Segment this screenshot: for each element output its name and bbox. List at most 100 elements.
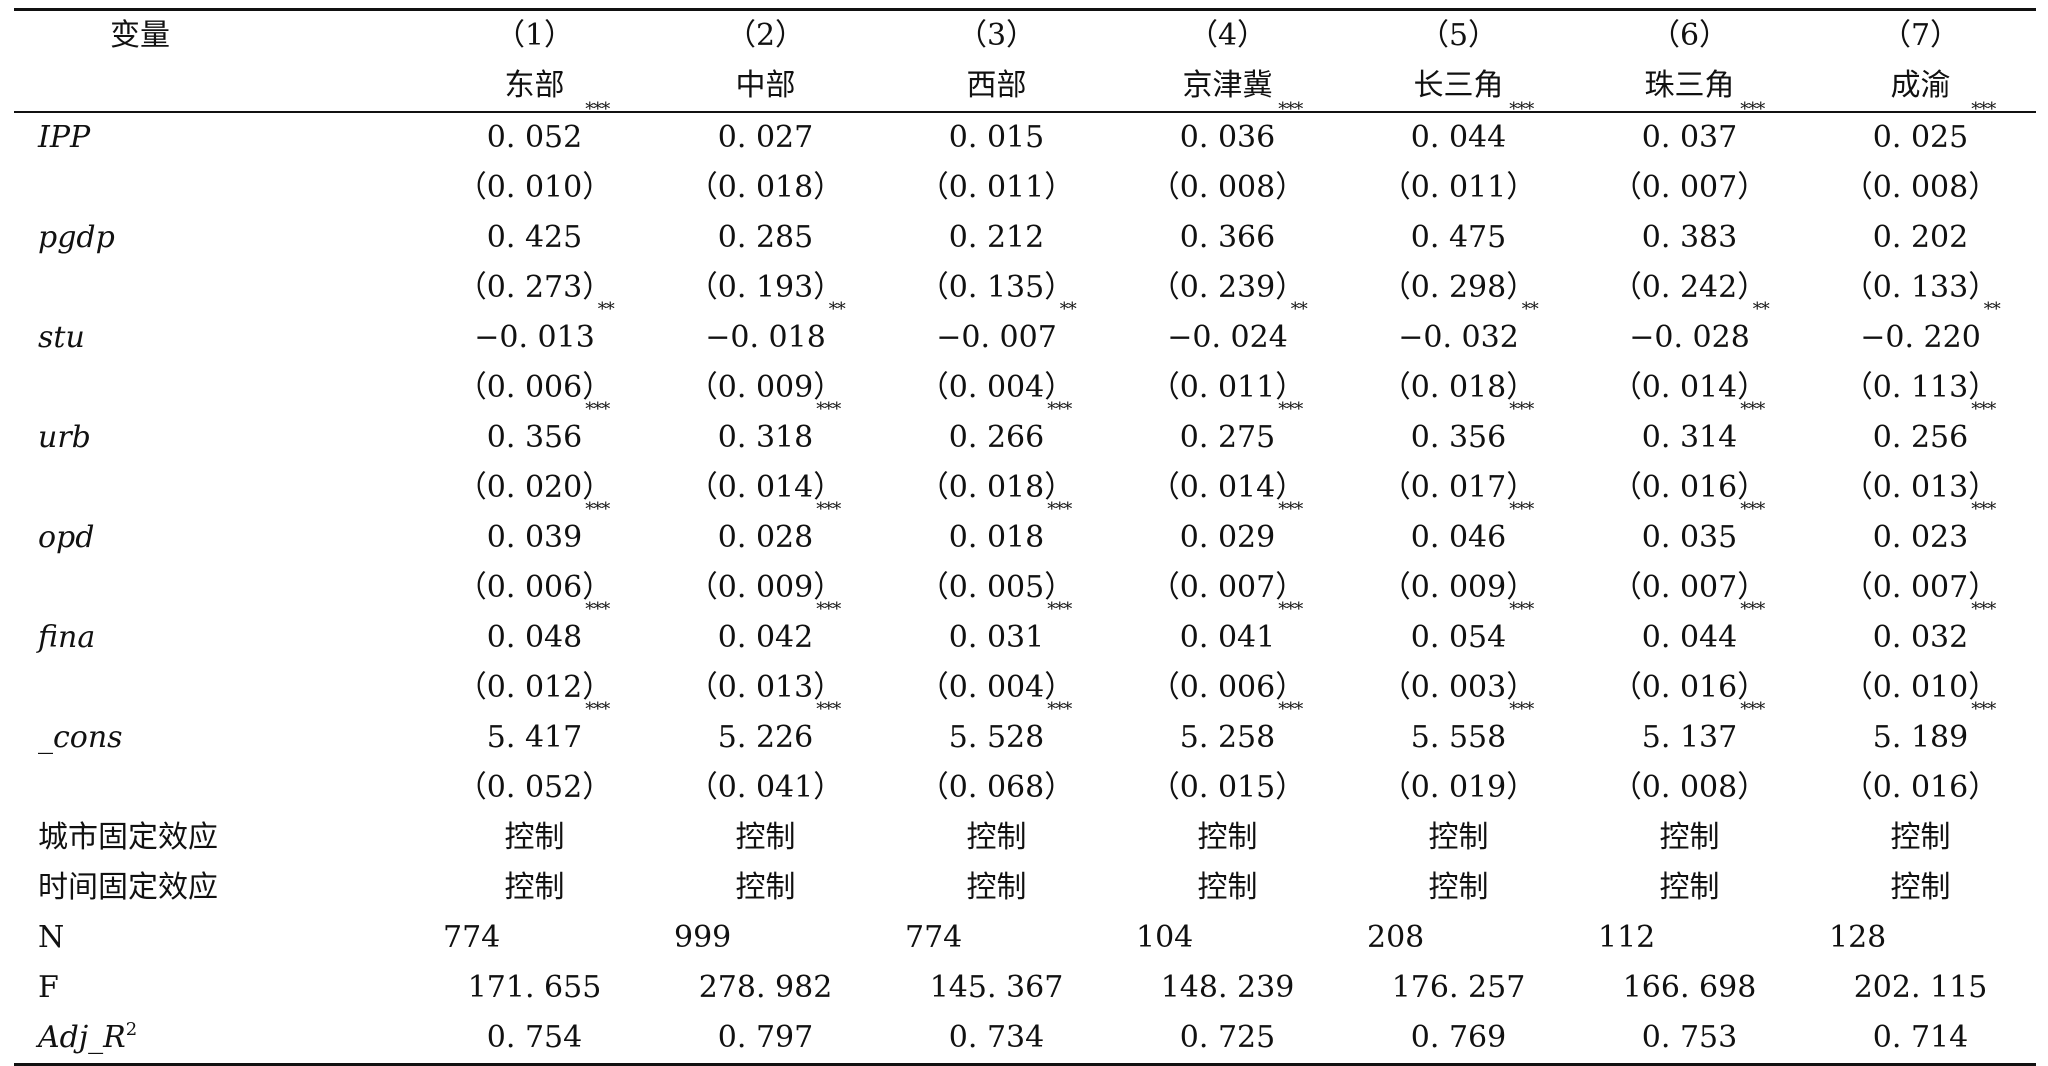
variable-name-cell: pgdp: [14, 213, 419, 263]
cell-text: （0. 298）: [1380, 270, 1537, 305]
standard-error: （0. 014）: [1612, 363, 1767, 413]
cell-text: （0. 016）: [1611, 670, 1768, 705]
cell-value: 控制: [967, 813, 1027, 863]
cell-value: 0. 383: [1642, 213, 1737, 263]
variable-name-cell: [14, 563, 419, 613]
column-label: 京津冀: [1182, 68, 1273, 103]
cell-text: −0. 024: [1167, 320, 1288, 355]
cell-text: （0. 004）: [918, 370, 1075, 405]
cell-text: （0. 041）: [687, 770, 844, 805]
value-cell: （0. 019）: [1343, 763, 1574, 813]
column-header-4: （4） 京津冀: [1112, 10, 1343, 113]
cell-value: 774: [905, 913, 962, 963]
value-cell: （0. 007）: [1574, 163, 1805, 213]
value-cell: 5. 258 ***: [1112, 701, 1343, 763]
cell-text: 0. 018: [948, 520, 1045, 555]
standard-error: （0. 133）: [1843, 263, 1998, 313]
cell-value: 0. 366: [1180, 213, 1275, 263]
cell-text: 0. 044: [1410, 120, 1507, 155]
value-cell: 控制: [1343, 863, 1574, 913]
cell-value: 0. 356 ***: [1411, 401, 1534, 463]
variable-name: 城市固定效应: [38, 820, 218, 855]
cell-text: 0. 015: [948, 120, 1045, 155]
standard-error: （0. 273）: [457, 263, 612, 313]
value-cell: 0. 725: [1112, 1013, 1343, 1065]
cell-text: （0. 242）: [1611, 270, 1768, 305]
cell-value: −0. 220 **: [1860, 301, 2001, 363]
variable-name-cell: [14, 663, 419, 713]
cell-text: 145. 367: [929, 970, 1064, 1005]
cell-text: （0. 006）: [456, 570, 613, 605]
value-cell: 176. 257: [1343, 963, 1574, 1013]
cell-value: 5. 528 ***: [949, 701, 1072, 763]
cell-value: 0. 714: [1873, 1013, 1968, 1063]
value-cell: 控制: [419, 863, 650, 913]
value-cell: 128: [1805, 913, 2036, 963]
value-cell: 104: [1112, 913, 1343, 963]
standard-error: （0. 013）: [1843, 463, 1998, 513]
cell-text: 5. 258: [1179, 720, 1276, 755]
significance-stars: ***: [1047, 499, 1072, 520]
cell-text: （0. 008）: [1149, 170, 1306, 205]
significance-stars: ***: [1278, 699, 1303, 720]
standard-error: （0. 004）: [919, 663, 1074, 713]
column-label: 东部: [504, 68, 565, 103]
cell-text: （0. 006）: [456, 370, 613, 405]
standard-error: （0. 007）: [1150, 563, 1305, 613]
variable-name-cell: [14, 763, 419, 813]
standard-error: （0. 020）: [457, 463, 612, 513]
value-cell: 0. 754: [419, 1013, 650, 1065]
cell-text: 控制: [504, 870, 565, 905]
value-cell: 0. 028 ***: [650, 501, 881, 563]
cell-text: 5. 137: [1641, 720, 1738, 755]
value-cell: 控制: [1343, 813, 1574, 863]
value-cell: 控制: [1112, 863, 1343, 913]
value-cell: 0. 318 ***: [650, 401, 881, 463]
cell-text: 0. 714: [1872, 1020, 1969, 1055]
variable-name-cell: N: [14, 913, 419, 963]
value-cell: （0. 004）: [881, 663, 1112, 713]
variable-name-cell: urb: [14, 413, 419, 463]
cell-value: 0. 039 ***: [486, 501, 610, 563]
value-cell: −0. 024 **: [1112, 301, 1343, 363]
value-cell: （0. 016）: [1574, 663, 1805, 713]
value-cell: （0. 242）: [1574, 263, 1805, 313]
value-cell: −0. 013 **: [419, 301, 650, 363]
cell-value: 0. 275 ***: [1180, 401, 1303, 463]
value-cell: 0. 041 ***: [1112, 601, 1343, 663]
cell-value: −0. 032 **: [1398, 301, 1539, 363]
significance-stars: ***: [1971, 699, 1996, 720]
cell-text: −0. 018: [705, 320, 826, 355]
regression-table: 变量 （1） 东部 （2） 中部 （3） 西部 （4） 京津冀: [14, 8, 2036, 1066]
cell-value: 控制: [1891, 813, 1951, 863]
value-cell: 0. 356 ***: [1343, 401, 1574, 463]
cell-text: 0. 039: [486, 520, 583, 555]
cell-text: 0. 029: [1179, 520, 1276, 555]
cell-text: （0. 010）: [456, 170, 613, 205]
cell-text: 0. 314: [1641, 420, 1738, 455]
cell-text: 0. 285: [717, 220, 814, 255]
value-cell: 0. 356 ***: [419, 401, 650, 463]
column-index: （3）: [956, 18, 1037, 53]
value-cell: 0. 044 ***: [1574, 601, 1805, 663]
table-row: （0. 010） （0. 018） （0. 011） （0. 008） （0. 011）…: [14, 163, 2036, 213]
column-label: 珠三角: [1644, 68, 1735, 103]
table-body: IPP 0. 052 *** 0. 027 0. 015 0. 036 *** 0. 044 *…: [14, 101, 2036, 1065]
value-cell: −0. 007 **: [881, 301, 1112, 363]
cell-value: 0. 797: [718, 1013, 813, 1063]
value-cell: 0. 052 ***: [419, 101, 650, 163]
cell-text: （0. 011）: [918, 170, 1075, 205]
cell-value: −0. 024 **: [1167, 301, 1308, 363]
value-cell: （0. 010）: [1805, 663, 2036, 713]
column-header-5: （5） 长三角: [1343, 10, 1574, 113]
value-cell: （0. 011）: [1343, 163, 1574, 213]
cell-value: 148. 239: [1161, 963, 1295, 1013]
significance-stars: ***: [1278, 599, 1303, 620]
variable-name: stu: [38, 320, 85, 355]
value-cell: （0. 015）: [1112, 763, 1343, 813]
significance-stars: ***: [1971, 99, 1996, 120]
significance-stars: ***: [585, 699, 610, 720]
significance-stars: ***: [585, 499, 610, 520]
standard-error: （0. 011）: [1150, 363, 1305, 413]
cell-text: （0. 014）: [687, 470, 844, 505]
